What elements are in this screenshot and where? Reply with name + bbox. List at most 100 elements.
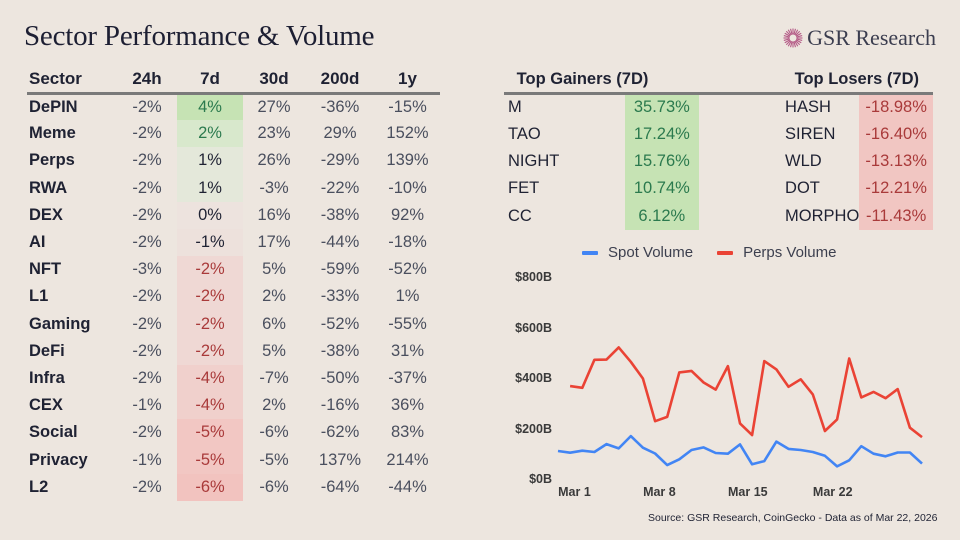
movers-header-row: Top Gainers (7D) Top Losers (7D) [504,68,933,95]
gainer-symbol: M [508,97,522,116]
change-24h-cell: -1% [132,450,162,469]
change-7d-cell: -2% [177,283,243,311]
gainer-change: 6.12% [624,202,700,230]
change-1y-cell: -52% [388,260,427,279]
column-header-7d: 7d [177,68,243,95]
change-30d-cell: 2% [262,396,286,415]
change-7d-cell: -5% [177,446,243,474]
change-7d-cell: 1% [177,174,243,202]
sector-name-cell: Meme [29,124,76,143]
column-header-200d: 200d [305,68,375,95]
sector-name-cell: DePIN [29,97,78,116]
change-30d-cell: 2% [262,287,286,306]
change-7d-cell: 1% [177,147,243,175]
table-row: Meme -2% 2% 23% 29% 152% [27,120,440,148]
loser-change: -13.13% [859,147,933,176]
brand-name: GSR Research [807,25,936,50]
movers-row: TAO 17.24% SIREN -16.40% [504,120,933,148]
change-7d-cell: -4% [177,364,243,393]
sector-name-cell: NFT [29,260,62,279]
change-7d-cell: 2% [177,120,243,148]
change-24h-cell: -2% [132,287,162,306]
change-24h-cell: -2% [132,477,162,496]
change-24h-cell: -2% [132,368,162,387]
top-movers-table: Top Gainers (7D) Top Losers (7D) M 35.73%… [504,68,933,230]
table-row: Gaming -2% -2% 6% -52% -55% [27,310,440,338]
change-24h-cell: -2% [132,178,162,197]
change-7d-cell: -2% [177,337,243,365]
sector-name-cell: Privacy [29,450,88,469]
change-1y-cell: 83% [390,423,425,442]
loser-change: -12.21% [859,175,933,203]
chart-legend: Spot Volume Perps Volume [582,244,860,261]
change-30d-cell: -6% [259,423,289,442]
change-24h-cell: -3% [132,260,162,279]
gainer-change: 17.24% [624,120,700,148]
change-30d-cell: -7% [259,368,289,387]
sector-name-cell: RWA [29,178,68,197]
change-30d-cell: 6% [262,314,286,333]
change-24h-cell: -2% [132,233,162,252]
change-1y-cell: 214% [386,450,429,469]
change-200d-cell: -62% [320,423,360,442]
y-tick-label: $200B [515,421,552,436]
change-24h-cell: -2% [132,151,162,170]
y-tick-label: $600B [515,320,552,335]
sector-name-cell: DeFi [29,341,65,360]
change-7d-cell: 4% [177,93,243,121]
table-row: L2 -2% -6% -6% -64% -44% [27,473,440,501]
legend-swatch-perps [717,250,734,255]
change-1y-cell: 92% [390,205,425,224]
change-30d-cell: -3% [259,178,289,197]
change-30d-cell: 17% [257,233,291,252]
x-tick-label: Mar 8 [643,485,676,499]
change-30d-cell: 16% [257,205,291,224]
change-1y-cell: 1% [395,287,420,306]
change-200d-cell: -52% [320,314,360,333]
change-24h-cell: -2% [132,341,162,360]
x-tick-label: Mar 1 [558,485,591,499]
change-7d-cell: -1% [177,228,243,257]
table-row: Perps -2% 1% 26% -29% 139% [27,147,440,175]
sector-name-cell: AI [29,233,46,252]
change-7d-cell: -2% [177,256,243,284]
volume-line-chart [557,346,923,468]
sector-name-cell: Infra [29,368,65,387]
loser-symbol: HASH [785,97,831,116]
table-row: RWA -2% 1% -3% -22% -10% [27,174,440,202]
change-200d-cell: -22% [320,178,360,197]
sector-name-cell: Social [29,423,78,442]
loser-change: -16.40% [859,120,933,148]
x-tick-label: Mar 15 [728,485,768,499]
movers-row: M 35.73% HASH -18.98% [504,93,933,121]
series-line-perps-volume [569,346,923,439]
column-header-24h: 24h [117,68,177,95]
change-7d-cell: -5% [177,419,243,447]
gainer-change: 35.73% [624,93,700,121]
source-note: Source: GSR Research, CoinGecko - Data a… [648,512,938,524]
change-24h-cell: -2% [132,97,162,116]
change-1y-cell: -44% [388,477,427,496]
change-30d-cell: 27% [257,97,291,116]
top-losers-header: Top Losers (7D) [699,68,933,95]
change-1y-cell: -15% [388,97,427,116]
table-row: Social -2% -5% -6% -62% 83% [27,419,440,447]
gainer-symbol: CC [508,206,532,225]
change-200d-cell: -36% [320,97,360,116]
y-tick-label: $800B [515,270,552,284]
change-24h-cell: -2% [132,205,162,224]
brand-logo: GSR Research [782,25,936,51]
sector-name-cell: Gaming [29,314,91,333]
change-200d-cell: -59% [320,260,360,279]
sector-performance-table: Sector 24h 7d 30d 200d 1y DePIN -2% 4% 27% -… [27,68,440,501]
x-tick-label: Mar 22 [812,485,853,499]
legend-item-spot: Spot Volume [582,244,693,261]
sector-name-cell: L2 [29,477,49,496]
sunburst-logo-icon [783,28,803,48]
change-200d-cell: -38% [320,341,360,360]
legend-label-spot: Spot Volume [608,244,694,261]
table-row: DEX -2% 0% 16% -38% 92% [27,201,440,229]
table-row: Infra -2% -4% -7% -50% -37% [27,364,440,393]
change-1y-cell: -10% [388,178,427,197]
column-header-sector: Sector [27,68,117,95]
